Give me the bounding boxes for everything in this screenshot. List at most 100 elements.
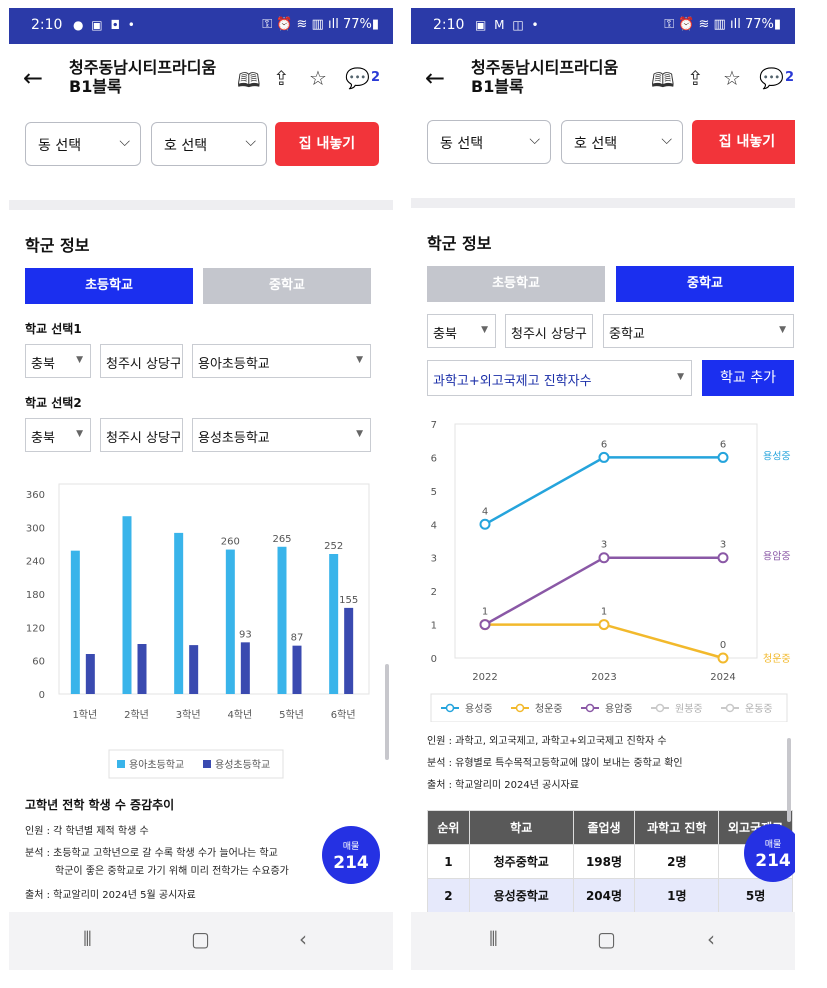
chevron-down-icon: ⌵ xyxy=(119,134,130,150)
y-tick-label: 5 xyxy=(431,487,437,498)
tab-elementary[interactable]: 초등학교 xyxy=(427,266,605,302)
home-icon[interactable]: ▢ xyxy=(191,927,210,951)
ranking-table: 순위 학교 졸업생 과학고 진학 외고국제고 1 청주중학교 198명 2명 2… xyxy=(427,810,793,913)
bar-yongseong xyxy=(240,642,250,694)
comment-icon[interactable]: 💬 xyxy=(345,66,370,90)
back-arrow-icon[interactable]: ← xyxy=(425,64,446,92)
map-icon[interactable]: 🕮 xyxy=(237,68,261,92)
table-row[interactable]: 2 용성중학교 204명 1명 5명 xyxy=(427,878,793,913)
back-icon[interactable]: ‹ xyxy=(707,927,715,951)
recent-apps-icon[interactable]: ⦀ xyxy=(489,927,498,951)
ho-select[interactable]: 호 선택 ⌵ xyxy=(561,120,683,164)
legend-marker xyxy=(725,703,735,713)
x-tick-label: 4학년 xyxy=(227,709,252,721)
add-school-button[interactable]: 학교 추가 xyxy=(702,360,794,396)
unit-selector-row: 동 선택 ⌵ 호 선택 ⌵ 집 내놓기 xyxy=(411,120,795,172)
back-icon[interactable]: ‹ xyxy=(299,927,307,951)
region-select-1[interactable]: 충북 ▼ xyxy=(25,344,91,378)
comment-icon[interactable]: 💬 xyxy=(759,66,784,90)
dropdown-triangle-icon: ▼ xyxy=(779,325,786,335)
recent-apps-icon[interactable]: ⦀ xyxy=(83,927,92,951)
fab-label: 매물 xyxy=(764,840,782,850)
scrollbar[interactable] xyxy=(787,738,791,822)
metric-select[interactable]: 과학고+외고국제고 진학자수 ▼ xyxy=(427,360,692,396)
y-tick-label: 3 xyxy=(431,554,437,565)
school-value: 용성초등학교 xyxy=(198,431,270,446)
metric-value: 과학고+외고국제고 진학자수 xyxy=(433,374,592,389)
dong-select[interactable]: 동 선택 ⌵ xyxy=(427,120,551,164)
legend-box xyxy=(108,749,284,779)
section-separator xyxy=(411,198,795,208)
sell-house-button[interactable]: 집 내놓기 xyxy=(275,122,379,166)
series-line-1 xyxy=(484,456,723,526)
data-label: 87 xyxy=(291,633,304,644)
listings-fab[interactable]: 매물 214 xyxy=(744,824,795,882)
series-end-label: 청운중 xyxy=(763,653,791,665)
data-label: 3 xyxy=(601,540,607,551)
y-tick-label: 300 xyxy=(26,523,45,534)
region-select[interactable]: 충북 ▼ xyxy=(427,314,496,348)
star-icon[interactable]: ☆ xyxy=(723,66,741,90)
home-icon[interactable]: ▢ xyxy=(597,927,616,951)
school-cell: 청주중학교 xyxy=(468,844,574,879)
x-tick-label: 3학년 xyxy=(176,709,201,721)
city-select-1[interactable]: 청주시 상당구 xyxy=(100,344,183,378)
app-bar: ← 청주동남시티프라디움 B1블록 🕮 ⇪ ☆ 💬 2 xyxy=(9,44,393,116)
info-title: 고학년 전학 학생 수 증감추이 xyxy=(25,798,175,812)
data-label: 265 xyxy=(272,534,291,545)
plot-area xyxy=(454,423,758,659)
y-tick-label: 60 xyxy=(32,657,45,668)
dropdown-triangle-icon: ▼ xyxy=(356,429,363,439)
foreign-lang-cell: 5명 xyxy=(718,878,793,913)
ho-select[interactable]: 호 선택 ⌵ xyxy=(151,122,267,166)
data-label: 3 xyxy=(720,540,726,551)
bar-chart: 360 300 240 180 120 60 0 1학년 2학년 3학년 4학년 5학년 6학년 260 2… xyxy=(26,483,370,779)
region-value: 충북 xyxy=(31,357,55,372)
city-select-2[interactable]: 청주시 상당구 xyxy=(100,418,183,452)
legend-label: 청운중 xyxy=(535,703,563,715)
graduates-cell: 198명 xyxy=(572,844,636,879)
y-tick-label: 6 xyxy=(431,453,437,464)
column-header: 순위 xyxy=(427,810,470,845)
bar-yonga xyxy=(122,516,132,694)
bar-yonga xyxy=(329,554,339,694)
listings-fab[interactable]: 매물 214 xyxy=(322,826,380,884)
data-label: 260 xyxy=(221,537,240,548)
sell-house-button[interactable]: 집 내놓기 xyxy=(692,120,795,164)
y-tick-label: 240 xyxy=(26,557,45,568)
back-arrow-icon[interactable]: ← xyxy=(23,64,44,92)
status-bar: 2:10 ● ▣ ◘ • ⚿ ⏰ ≋ ▥ ıll 77%▮ xyxy=(9,8,393,44)
y-tick-label: 180 xyxy=(26,590,45,601)
fab-count: 214 xyxy=(755,851,791,871)
school-select-1-label: 학교 선택1 xyxy=(25,322,82,336)
scrollbar[interactable] xyxy=(385,664,389,760)
y-tick-label: 120 xyxy=(26,623,45,634)
share-icon[interactable]: ⇪ xyxy=(273,66,290,90)
tab-middle[interactable]: 중학교 xyxy=(203,268,371,304)
map-icon[interactable]: 🕮 xyxy=(651,68,675,92)
rank-cell: 2 xyxy=(427,878,470,913)
dong-select-label: 동 선택 xyxy=(440,136,484,152)
tab-middle[interactable]: 중학교 xyxy=(616,266,794,302)
star-icon[interactable]: ☆ xyxy=(309,66,327,90)
region-select-2[interactable]: 충북 ▼ xyxy=(25,418,91,452)
school-level-select[interactable]: 중학교 ▼ xyxy=(603,314,794,348)
school-select-2[interactable]: 용성초등학교 ▼ xyxy=(192,418,371,452)
share-icon[interactable]: ⇪ xyxy=(687,66,704,90)
app-bar: ← 청주동남시티프라디움 B1블록 🕮 ⇪ ☆ 💬 2 xyxy=(411,44,795,116)
x-tick-label: 6학년 xyxy=(331,709,356,721)
column-header: 학교 xyxy=(468,810,574,845)
dong-select[interactable]: 동 선택 ⌵ xyxy=(25,122,141,166)
city-select[interactable]: 청주시 상당구 xyxy=(505,314,593,348)
status-battery: ⚿ ⏰ ≋ ▥ ıll 77%▮ xyxy=(262,17,379,32)
data-label: 6 xyxy=(601,439,607,450)
bar-yonga xyxy=(174,532,184,694)
info-analysis: 분석 : 초등학교 고학년으로 갈 수록 학생 수가 늘어나는 학교 xyxy=(25,848,278,859)
tab-elementary[interactable]: 초등학교 xyxy=(25,268,193,304)
rank-cell: 1 xyxy=(427,844,470,879)
table-row[interactable]: 1 청주중학교 198명 2명 xyxy=(427,844,793,879)
chevron-down-icon: ⌵ xyxy=(529,132,540,148)
y-tick-label: 0 xyxy=(39,690,45,701)
school-select-1[interactable]: 용아초등학교 ▼ xyxy=(192,344,371,378)
